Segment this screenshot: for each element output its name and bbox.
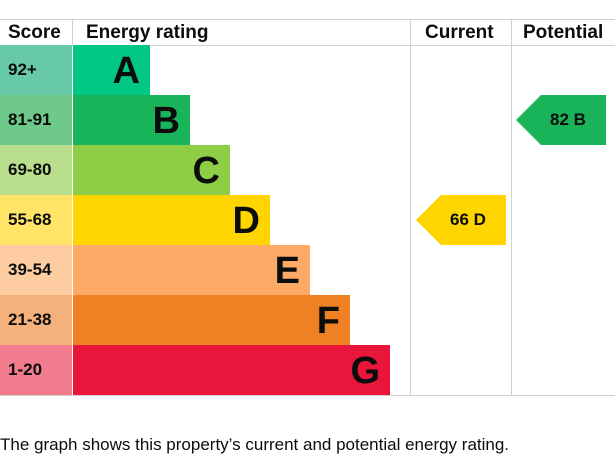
band-bar-c: C xyxy=(73,145,230,195)
score-range-g: 1-20 xyxy=(0,345,72,395)
current-rating-arrow: 66 D xyxy=(416,195,506,245)
potential-rating-arrow: 82 B xyxy=(516,95,606,145)
caption: The graph shows this property’s current … xyxy=(0,435,510,454)
band-bar-d: D xyxy=(73,195,270,245)
band-bar-a: A xyxy=(73,45,150,95)
header-divider xyxy=(0,45,615,46)
divider xyxy=(72,20,73,45)
bottom-border xyxy=(0,395,615,396)
band-bar-f: F xyxy=(73,295,350,345)
header-score: Score xyxy=(8,22,61,43)
score-range-c: 69-80 xyxy=(0,145,72,195)
divider xyxy=(410,20,411,395)
score-range-d: 55-68 xyxy=(0,195,72,245)
top-border xyxy=(0,19,615,20)
divider xyxy=(511,20,512,395)
score-range-b: 81-91 xyxy=(0,95,72,145)
header-potential: Potential xyxy=(523,22,604,43)
band-bar-g: G xyxy=(73,345,390,395)
score-range-f: 21-38 xyxy=(0,295,72,345)
header-energy-rating: Energy rating xyxy=(86,22,209,43)
score-range-a: 92+ xyxy=(0,45,72,95)
band-bar-b: B xyxy=(73,95,190,145)
band-bar-e: E xyxy=(73,245,310,295)
header-current: Current xyxy=(425,22,494,43)
score-range-e: 39-54 xyxy=(0,245,72,295)
